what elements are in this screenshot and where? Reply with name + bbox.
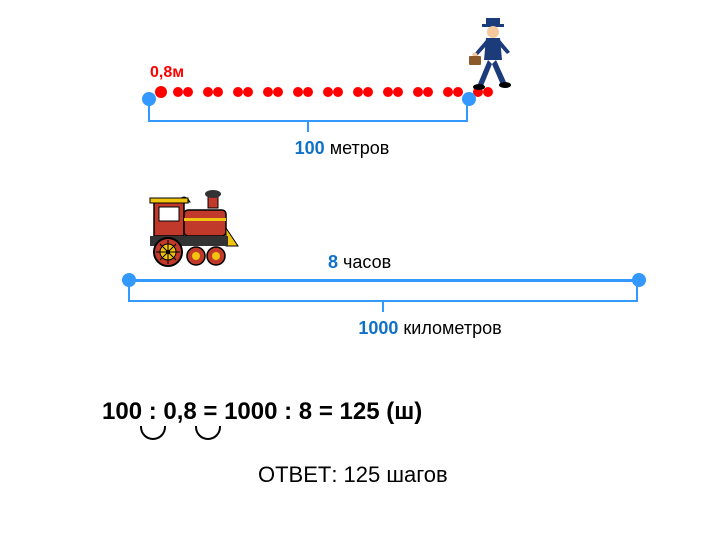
dot	[203, 87, 213, 97]
dot	[293, 87, 303, 97]
bottom-unit: километров	[398, 318, 501, 338]
answer-text: ОТВЕТ: 125 шагов	[258, 462, 448, 488]
dot	[263, 87, 273, 97]
dot	[173, 87, 183, 97]
dot	[353, 87, 363, 97]
top-unit: метров	[325, 138, 390, 158]
dot	[213, 87, 223, 97]
dot	[323, 87, 333, 97]
hours-label: 8 часов	[328, 252, 391, 273]
bottom-num: 1000	[358, 318, 398, 338]
dot	[413, 87, 423, 97]
arc-2	[195, 426, 221, 440]
bottom-bracket-label: 1000 километров	[320, 318, 540, 339]
step-length-label: 0,8м	[150, 64, 184, 82]
dot	[423, 87, 433, 97]
canvas: 0,8м 100 метров	[0, 0, 720, 540]
dot	[393, 87, 403, 97]
dot	[233, 87, 243, 97]
dot	[155, 86, 167, 98]
top-bracket-tick	[307, 120, 309, 132]
dot	[363, 87, 373, 97]
walking-man-icon	[460, 16, 520, 92]
dot	[383, 87, 393, 97]
dot	[443, 87, 453, 97]
bottom-bracket	[128, 282, 638, 302]
bottom-bracket-tick	[382, 300, 384, 312]
dot	[243, 87, 253, 97]
dot	[303, 87, 313, 97]
dot	[333, 87, 343, 97]
top-bracket	[148, 98, 468, 122]
dots-line	[155, 86, 465, 98]
top-num: 100	[295, 138, 325, 158]
hours-unit: часов	[338, 252, 391, 272]
arc-1	[140, 426, 166, 440]
dot	[273, 87, 283, 97]
dot	[183, 87, 193, 97]
top-bracket-label: 100 метров	[262, 138, 422, 159]
train-icon	[140, 188, 240, 273]
hours-num: 8	[328, 252, 338, 272]
equation-text: 100 : 0,8 = 1000 : 8 = 125 (ш)	[102, 398, 422, 426]
